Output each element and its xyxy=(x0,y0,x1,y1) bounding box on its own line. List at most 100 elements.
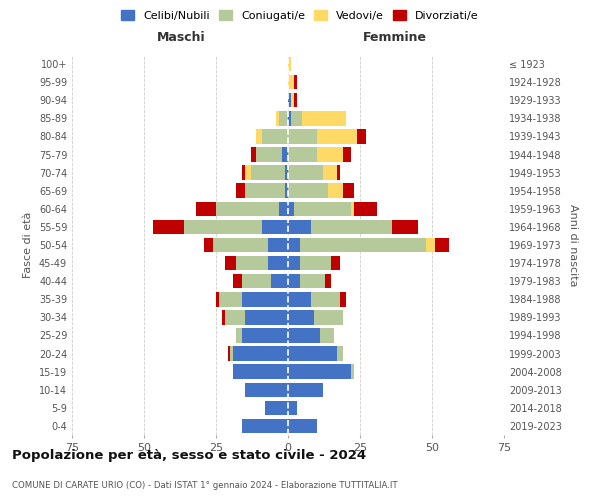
Bar xyxy=(288,111,291,126)
Bar xyxy=(236,256,268,270)
Bar xyxy=(242,418,288,433)
Bar xyxy=(242,274,271,288)
Bar xyxy=(317,148,343,162)
Bar xyxy=(288,328,320,342)
Bar xyxy=(354,202,377,216)
Bar xyxy=(196,202,216,216)
Bar xyxy=(233,346,288,361)
Bar xyxy=(288,57,291,72)
Bar xyxy=(340,292,346,306)
Bar xyxy=(288,148,317,162)
Bar xyxy=(288,274,299,288)
Bar xyxy=(282,148,288,162)
Bar xyxy=(251,166,285,180)
Bar xyxy=(288,184,328,198)
Bar xyxy=(288,418,317,433)
Y-axis label: Fasce di età: Fasce di età xyxy=(23,212,33,278)
Bar xyxy=(288,256,299,270)
Bar xyxy=(288,364,352,379)
Text: Maschi: Maschi xyxy=(157,31,206,44)
Bar xyxy=(280,111,288,126)
Bar xyxy=(256,148,282,162)
Bar xyxy=(352,364,354,379)
Bar xyxy=(288,202,294,216)
Bar xyxy=(299,238,426,252)
Bar xyxy=(343,184,354,198)
Bar xyxy=(230,346,233,361)
Bar xyxy=(184,220,262,234)
Bar xyxy=(262,129,288,144)
Bar xyxy=(352,202,354,216)
Bar xyxy=(245,310,288,324)
Bar xyxy=(288,220,311,234)
Bar xyxy=(233,364,288,379)
Bar xyxy=(302,111,346,126)
Bar xyxy=(280,202,288,216)
Bar xyxy=(337,346,343,361)
Bar xyxy=(435,238,449,252)
Bar xyxy=(311,220,392,234)
Bar xyxy=(224,310,245,324)
Bar xyxy=(288,129,317,144)
Bar xyxy=(317,129,357,144)
Bar xyxy=(245,382,288,397)
Bar xyxy=(291,93,294,108)
Bar xyxy=(285,184,288,198)
Bar xyxy=(256,129,262,144)
Bar xyxy=(205,238,213,252)
Bar xyxy=(219,292,242,306)
Bar xyxy=(268,238,288,252)
Bar xyxy=(245,184,285,198)
Bar xyxy=(222,310,224,324)
Bar xyxy=(294,93,296,108)
Bar xyxy=(320,328,334,342)
Bar xyxy=(314,310,343,324)
Text: Popolazione per età, sesso e stato civile - 2024: Popolazione per età, sesso e stato civil… xyxy=(12,450,366,462)
Bar xyxy=(233,274,242,288)
Bar xyxy=(251,148,256,162)
Bar xyxy=(426,238,435,252)
Bar xyxy=(271,274,288,288)
Bar xyxy=(343,148,352,162)
Bar xyxy=(285,166,288,180)
Bar xyxy=(288,75,294,90)
Bar xyxy=(288,400,296,415)
Bar xyxy=(262,220,288,234)
Bar xyxy=(265,400,288,415)
Bar xyxy=(294,202,352,216)
Bar xyxy=(337,166,340,180)
Bar xyxy=(288,382,323,397)
Text: Femmine: Femmine xyxy=(362,31,427,44)
Bar xyxy=(331,256,340,270)
Bar xyxy=(224,256,236,270)
Bar xyxy=(236,184,245,198)
Bar xyxy=(328,184,343,198)
Bar xyxy=(213,238,268,252)
Bar xyxy=(245,166,251,180)
Bar xyxy=(216,202,280,216)
Bar xyxy=(288,346,337,361)
Bar xyxy=(288,292,311,306)
Bar xyxy=(242,166,245,180)
Y-axis label: Anni di nascita: Anni di nascita xyxy=(568,204,578,286)
Bar xyxy=(268,256,288,270)
Bar xyxy=(242,328,288,342)
Bar xyxy=(291,111,302,126)
Bar xyxy=(152,220,184,234)
Bar xyxy=(236,328,242,342)
Bar xyxy=(323,166,337,180)
Bar xyxy=(392,220,418,234)
Bar xyxy=(288,93,291,108)
Bar xyxy=(216,292,219,306)
Bar xyxy=(299,274,325,288)
Bar xyxy=(242,292,288,306)
Text: COMUNE DI CARATE URIO (CO) - Dati ISTAT 1° gennaio 2024 - Elaborazione TUTTITALI: COMUNE DI CARATE URIO (CO) - Dati ISTAT … xyxy=(12,481,398,490)
Bar xyxy=(288,238,299,252)
Bar xyxy=(288,166,323,180)
Bar xyxy=(311,292,340,306)
Bar xyxy=(299,256,331,270)
Bar xyxy=(277,111,280,126)
Bar xyxy=(325,274,331,288)
Bar xyxy=(288,310,314,324)
Bar xyxy=(294,75,296,90)
